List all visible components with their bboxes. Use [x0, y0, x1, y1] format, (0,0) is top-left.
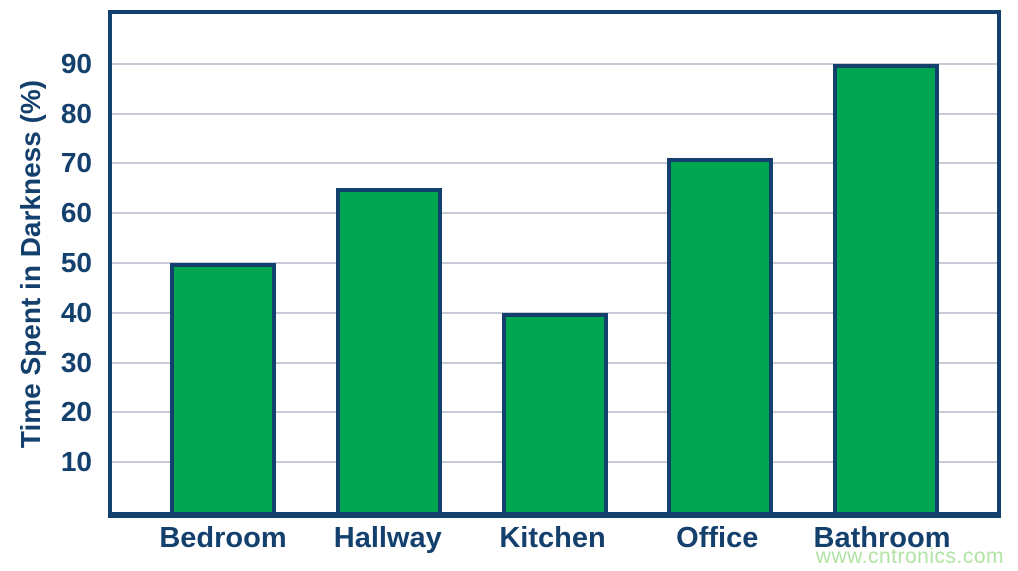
gridline-70: [112, 162, 997, 165]
y-tick-label-30: 30: [60, 346, 92, 378]
x-tick-label-bathroom: Bathroom: [813, 522, 951, 554]
x-tick-label-office: Office: [676, 522, 759, 554]
x-tick-label-kitchen: Kitchen: [499, 522, 606, 554]
x-tick-label-hallway: Hallway: [333, 522, 442, 554]
x-label-cell-office: Office: [664, 524, 770, 553]
x-label-cell-bedroom: Bedroom: [159, 524, 286, 553]
y-tick-label-80: 80: [60, 97, 92, 129]
bar-office: [667, 158, 774, 512]
y-tick-label-90: 90: [60, 47, 92, 79]
x-axis-labels: Bedroom Hallway Kitchen Office Bathroom: [112, 524, 993, 553]
bars: [112, 14, 997, 512]
x-label-cell-kitchen: Kitchen: [499, 522, 606, 554]
y-tick-label-60: 60: [60, 197, 92, 229]
gridline-80: [112, 112, 997, 115]
plot-area: [108, 10, 1001, 518]
bar-bedroom: [170, 263, 276, 512]
bar-hallway: [335, 188, 442, 512]
y-tick-label-50: 50: [60, 247, 92, 278]
x-tick-label-bedroom: Bedroom: [159, 522, 287, 554]
gridline-90: [112, 62, 997, 65]
gridline-50: [112, 262, 997, 264]
y-tick-label-20: 20: [60, 396, 92, 428]
gridline-60: [112, 212, 997, 215]
bar-bathroom: [833, 63, 939, 512]
y-axis: 10 20 30 40 50 60 70 80 90: [0, 14, 92, 512]
y-tick-label-10: 10: [60, 446, 92, 478]
x-label-cell-bathroom: Bathroom: [814, 524, 951, 553]
x-label-cell-hallway: Hallway: [333, 522, 442, 554]
bar-kitchen: [501, 312, 608, 512]
y-tick-label-70: 70: [60, 147, 92, 179]
y-tick-label-40: 40: [60, 296, 92, 328]
watermark: www.cntronics.com: [815, 545, 1004, 568]
